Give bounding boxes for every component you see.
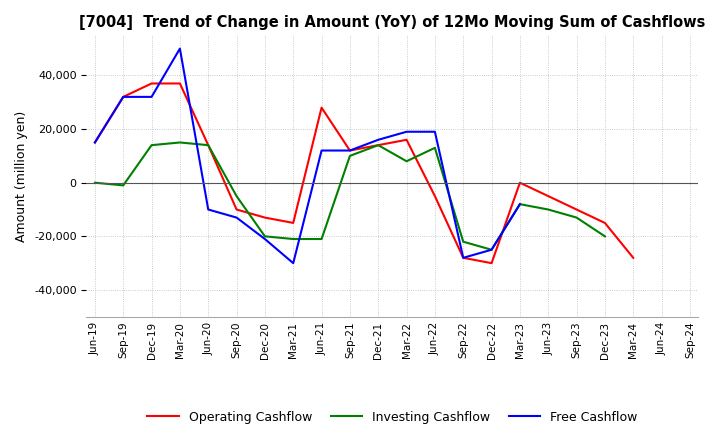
- Investing Cashflow: [261, 234, 269, 239]
- Operating Cashflow: [233, 207, 241, 212]
- Free Cashflow: [204, 207, 212, 212]
- Investing Cashflow: [289, 236, 297, 242]
- Investing Cashflow: [544, 207, 552, 212]
- Operating Cashflow: [119, 94, 127, 99]
- Free Cashflow: [91, 140, 99, 145]
- Operating Cashflow: [629, 255, 637, 260]
- Operating Cashflow: [148, 81, 156, 86]
- Free Cashflow: [374, 137, 382, 143]
- Operating Cashflow: [204, 143, 212, 148]
- Operating Cashflow: [459, 255, 467, 260]
- Investing Cashflow: [516, 202, 524, 207]
- Investing Cashflow: [346, 153, 354, 158]
- Free Cashflow: [261, 236, 269, 242]
- Legend: Operating Cashflow, Investing Cashflow, Free Cashflow: Operating Cashflow, Investing Cashflow, …: [143, 406, 642, 429]
- Investing Cashflow: [402, 158, 411, 164]
- Operating Cashflow: [289, 220, 297, 226]
- Free Cashflow: [402, 129, 411, 134]
- Operating Cashflow: [346, 148, 354, 153]
- Operating Cashflow: [516, 180, 524, 185]
- Investing Cashflow: [431, 145, 439, 150]
- Investing Cashflow: [459, 239, 467, 244]
- Free Cashflow: [657, 304, 666, 309]
- Line: Investing Cashflow: Investing Cashflow: [95, 143, 662, 250]
- Free Cashflow: [176, 46, 184, 51]
- Operating Cashflow: [544, 194, 552, 199]
- Operating Cashflow: [402, 137, 411, 143]
- Investing Cashflow: [572, 215, 581, 220]
- Operating Cashflow: [261, 215, 269, 220]
- Investing Cashflow: [119, 183, 127, 188]
- Y-axis label: Amount (million yen): Amount (million yen): [16, 110, 29, 242]
- Operating Cashflow: [91, 140, 99, 145]
- Operating Cashflow: [318, 105, 326, 110]
- Operating Cashflow: [572, 207, 581, 212]
- Investing Cashflow: [233, 194, 241, 199]
- Free Cashflow: [289, 260, 297, 266]
- Free Cashflow: [119, 94, 127, 99]
- Free Cashflow: [346, 148, 354, 153]
- Investing Cashflow: [487, 247, 496, 253]
- Investing Cashflow: [204, 143, 212, 148]
- Investing Cashflow: [600, 234, 609, 239]
- Investing Cashflow: [91, 180, 99, 185]
- Free Cashflow: [318, 148, 326, 153]
- Operating Cashflow: [431, 194, 439, 199]
- Investing Cashflow: [657, 239, 666, 244]
- Line: Operating Cashflow: Operating Cashflow: [95, 84, 633, 263]
- Title: [7004]  Trend of Change in Amount (YoY) of 12Mo Moving Sum of Cashflows: [7004] Trend of Change in Amount (YoY) o…: [79, 15, 706, 30]
- Operating Cashflow: [487, 260, 496, 266]
- Investing Cashflow: [374, 143, 382, 148]
- Free Cashflow: [148, 94, 156, 99]
- Free Cashflow: [487, 247, 496, 253]
- Free Cashflow: [431, 129, 439, 134]
- Line: Free Cashflow: Free Cashflow: [95, 48, 662, 306]
- Investing Cashflow: [148, 143, 156, 148]
- Investing Cashflow: [176, 140, 184, 145]
- Operating Cashflow: [176, 81, 184, 86]
- Operating Cashflow: [374, 143, 382, 148]
- Investing Cashflow: [318, 236, 326, 242]
- Free Cashflow: [233, 215, 241, 220]
- Free Cashflow: [459, 255, 467, 260]
- Operating Cashflow: [600, 220, 609, 226]
- Free Cashflow: [516, 202, 524, 207]
